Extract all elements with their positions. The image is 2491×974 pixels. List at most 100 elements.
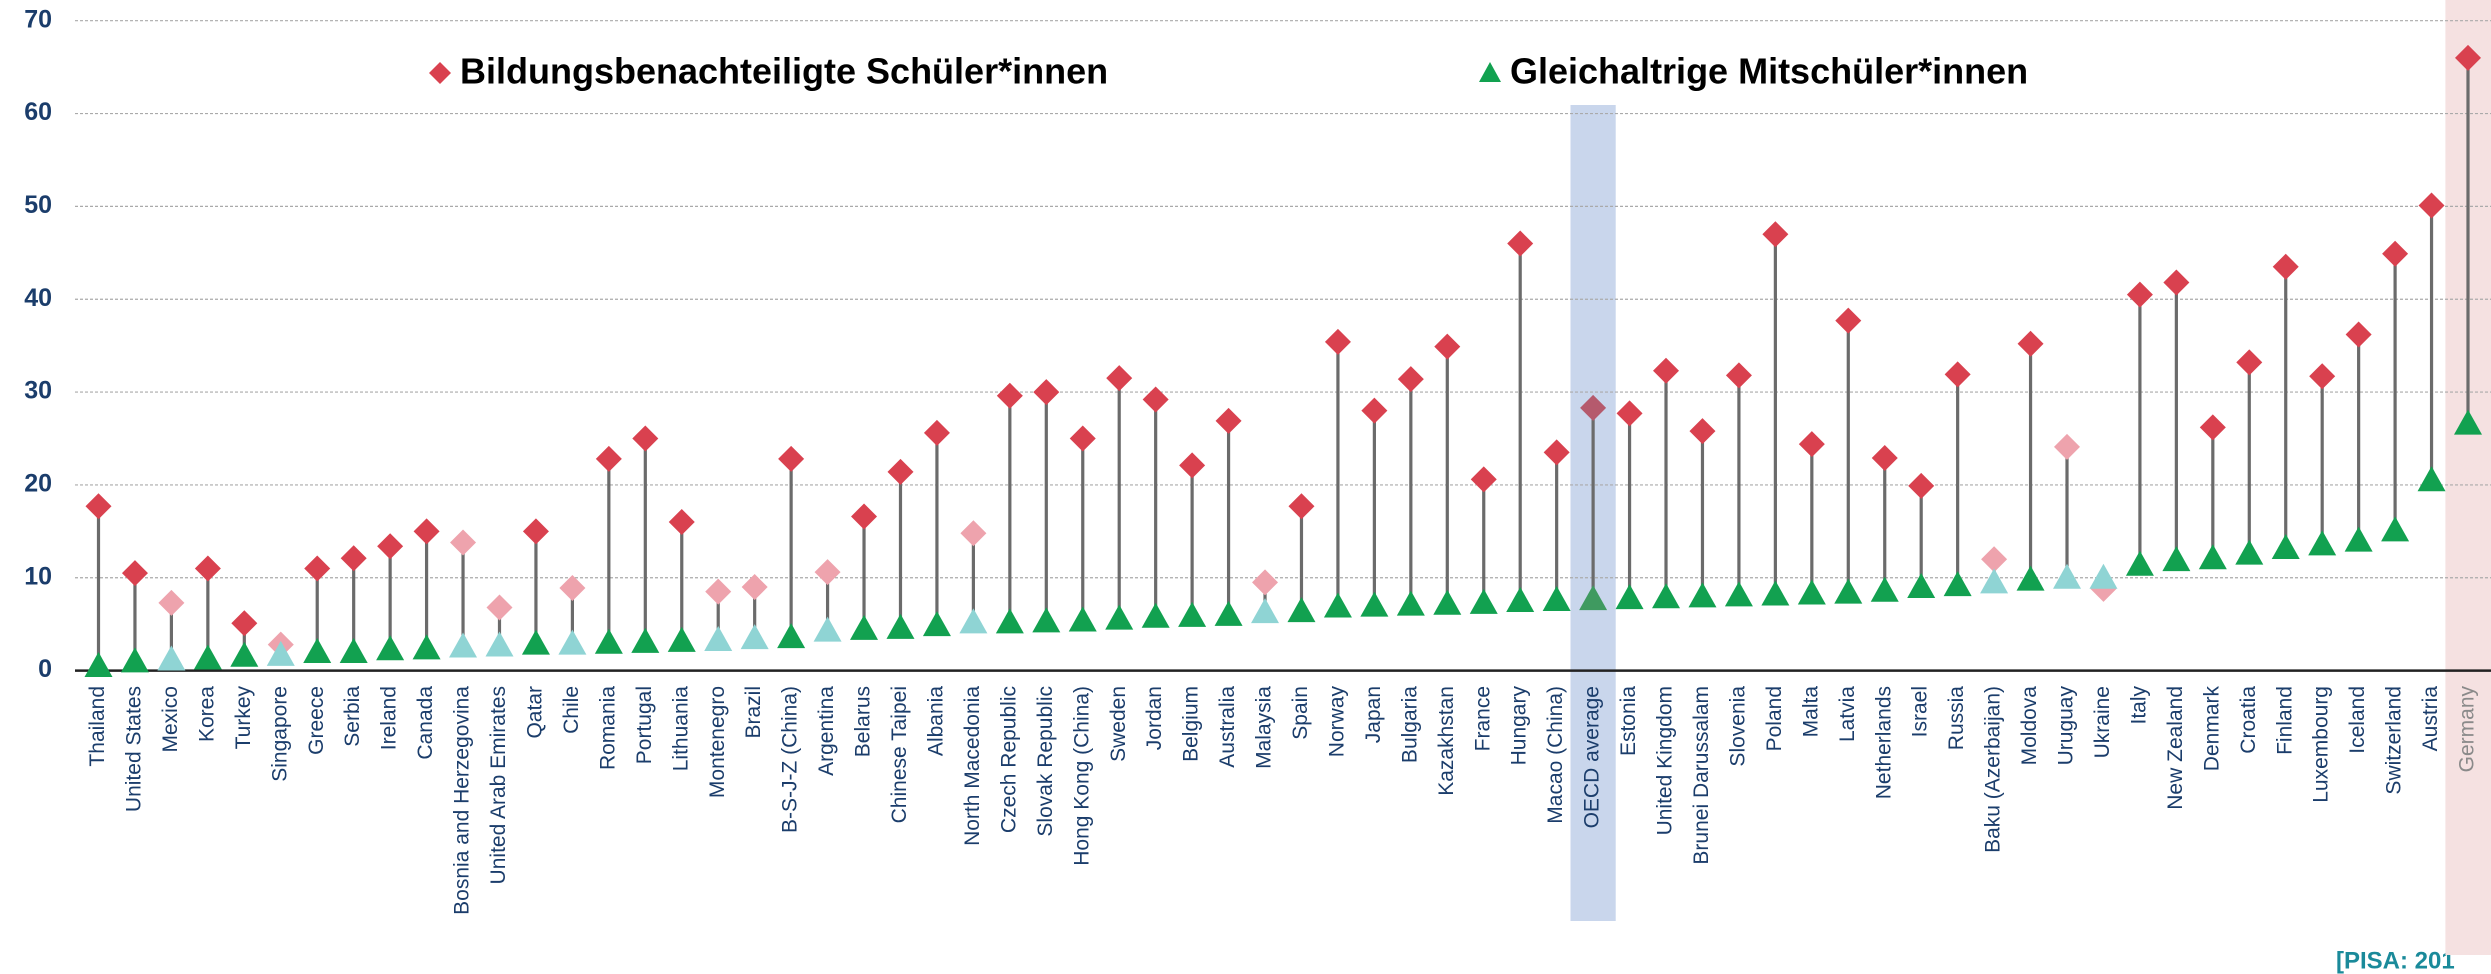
triangle-marker	[266, 640, 295, 666]
diamond-marker	[559, 574, 586, 601]
x-tick-label: Netherlands	[1872, 686, 1895, 799]
diamond-marker	[996, 382, 1023, 409]
diamond-marker	[340, 545, 367, 572]
x-tick-label: United States	[123, 686, 146, 812]
x-tick-label: Malta	[1799, 686, 1822, 738]
triangle-marker	[1469, 588, 1498, 614]
x-tick-label: Hungary	[1508, 686, 1531, 766]
triangle-marker	[2344, 526, 2373, 552]
triangle-marker	[1615, 584, 1644, 610]
diamond-marker	[1798, 431, 1825, 458]
triangle-marker	[740, 624, 769, 650]
diamond-marker	[1908, 472, 1935, 499]
triangle-marker	[412, 634, 441, 660]
y-tick-label: 50	[24, 191, 52, 219]
diamond-marker	[2455, 44, 2481, 71]
triangle-marker	[2417, 466, 2446, 492]
triangle-marker	[2089, 563, 2118, 589]
diamond-marker	[595, 445, 622, 472]
triangle-marker	[303, 638, 332, 664]
triangle-marker	[1506, 586, 1535, 612]
diamond-marker	[1179, 452, 1206, 479]
diamond-marker	[1507, 230, 1534, 257]
triangle-marker	[667, 626, 696, 652]
x-tick-label: Greece	[305, 686, 328, 755]
x-tick-label: Switzerland	[2383, 686, 2406, 795]
triangle-marker	[1287, 597, 1316, 623]
diamond-marker	[413, 518, 440, 545]
triangle-marker	[2198, 544, 2227, 570]
diamond-marker	[2272, 253, 2299, 280]
x-tick-label: Denmark	[2200, 686, 2223, 772]
diamond-marker	[1288, 493, 1315, 520]
triangle-marker	[521, 629, 550, 655]
diamond-marker	[1762, 221, 1789, 248]
x-tick-label: Romania	[596, 686, 619, 770]
triangle-marker	[959, 608, 988, 634]
diamond-marker	[2236, 349, 2263, 376]
diamond-marker	[2017, 330, 2044, 357]
triangle-marker	[449, 632, 478, 658]
triangle-marker	[84, 651, 113, 677]
diamond-marker	[1069, 425, 1096, 452]
x-tick-label: Mexico	[159, 686, 182, 753]
triangle-marker	[1797, 579, 1826, 605]
x-tick-label: Slovenia	[1726, 686, 1749, 767]
x-tick-label: B-S-J-Z (China)	[779, 686, 802, 833]
x-tick-label: Spain	[1289, 686, 1312, 740]
triangle-marker	[1323, 592, 1352, 618]
triangle-marker	[1724, 581, 1753, 607]
triangle-marker	[631, 627, 660, 653]
x-tick-label: Ukraine	[2091, 686, 2114, 758]
triangle-marker	[1943, 571, 1972, 597]
triangle-marker	[2308, 530, 2337, 556]
triangle-marker	[704, 625, 733, 651]
diamond-marker	[2163, 269, 2190, 296]
triangle-marker	[120, 647, 149, 673]
diamond-marker	[741, 574, 768, 601]
x-tick-label: Serbia	[341, 686, 364, 747]
diamond-marker	[1653, 357, 1680, 384]
triangle-marker	[2381, 516, 2410, 542]
diamond-marker	[1324, 328, 1351, 355]
triangle-marker	[1360, 591, 1389, 617]
y-tick-label: 20	[24, 470, 52, 498]
diamond-marker	[304, 555, 331, 582]
diamond-marker	[377, 533, 404, 560]
x-tick-label: Moldova	[2018, 686, 2041, 766]
diamond-marker	[2382, 240, 2409, 267]
triangle-marker	[850, 614, 879, 640]
triangle-marker	[1542, 586, 1571, 612]
x-tick-label: Italy	[2127, 686, 2150, 725]
x-tick-label: Lithuania	[669, 686, 692, 772]
triangle-marker	[2162, 546, 2191, 572]
x-tick-label: Russia	[1945, 686, 1968, 751]
x-tick-label: Canada	[414, 686, 437, 760]
diamond-marker	[1106, 365, 1133, 392]
diamond-marker	[1470, 466, 1497, 493]
x-tick-label: Poland	[1763, 686, 1786, 751]
triangle-marker	[922, 611, 951, 637]
triangle-marker	[1980, 568, 2009, 594]
triangle-marker	[376, 635, 405, 661]
diamond-marker	[194, 555, 221, 582]
x-tick-label: North Macedonia	[961, 686, 984, 846]
x-tick-label: Norway	[1325, 686, 1348, 758]
y-tick-label: 0	[38, 655, 52, 683]
x-tick-label: Japan	[1362, 686, 1385, 743]
diamond-marker	[1944, 361, 1971, 388]
diamond-marker	[2309, 363, 2336, 390]
x-tick-label: Belarus	[852, 686, 875, 757]
diamond-marker	[814, 559, 841, 586]
x-tick-label: Bosnia and Herzegovina	[451, 686, 474, 915]
x-tick-label: Slovak Republic	[1034, 686, 1057, 837]
triangle-marker	[1105, 604, 1134, 630]
diamond-marker	[1215, 407, 1242, 434]
diamond-marker	[231, 610, 258, 637]
diamond-marker	[1252, 569, 1279, 596]
diamond-marker	[2418, 192, 2445, 219]
triangle-marker	[1178, 601, 1207, 627]
x-tick-label: Czech Republic	[997, 686, 1020, 833]
diamond-marker	[2126, 281, 2153, 308]
